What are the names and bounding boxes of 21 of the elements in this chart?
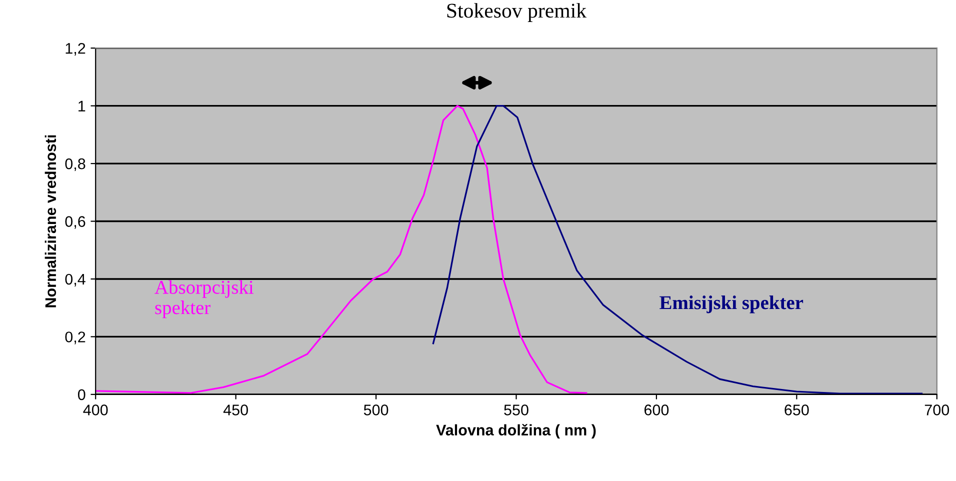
y-tick-label: 0,8 <box>65 158 86 172</box>
y-tick-label: 0,2 <box>65 332 86 344</box>
series-label: Emisijski spekter <box>660 296 804 314</box>
x-tick-label: 400 <box>83 404 108 416</box>
x-tick-label: 700 <box>924 404 950 416</box>
y-tick-label: 0 <box>78 389 86 400</box>
x-tick-label: 550 <box>504 404 528 416</box>
line-series <box>432 104 923 394</box>
y-tick-label: 1 <box>78 100 86 112</box>
x-tick-label: 450 <box>223 404 248 416</box>
y-axis-title: Normalizirane vrednosti <box>44 135 56 308</box>
text: Absorpcijski spekter <box>154 280 254 318</box>
x-tick-label: 650 <box>784 404 809 416</box>
y-tick-label: 0,4 <box>65 274 86 286</box>
x-tick-label: 600 <box>644 404 669 416</box>
y-tick-label: 0,6 <box>65 216 86 229</box>
x-tick-label: 500 <box>364 404 388 416</box>
y-tick-label: 1,2 <box>66 42 86 56</box>
chart-title: Stokesov premik <box>447 3 587 22</box>
x-axis-title: Valovna dolžina ( nm ) <box>436 424 596 439</box>
line-series <box>96 104 588 394</box>
